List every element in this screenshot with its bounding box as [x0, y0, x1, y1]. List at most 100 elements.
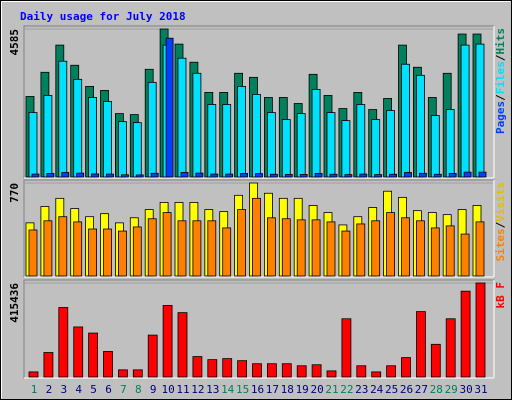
x-tick-label: 9: [150, 383, 157, 396]
bar: [326, 370, 337, 378]
legend: Pages/Files/Hits: [494, 28, 507, 134]
bar: [401, 357, 411, 378]
bar: [147, 334, 158, 378]
x-tick-label: 29: [445, 383, 458, 396]
bar: [132, 122, 142, 178]
bar: [106, 173, 114, 178]
bar: [296, 113, 306, 178]
x-tick-label: 28: [430, 383, 443, 396]
bar: [430, 115, 440, 178]
bar: [192, 356, 203, 378]
bar: [269, 173, 278, 178]
bar: [445, 109, 455, 178]
bar: [296, 219, 306, 277]
x-tick-label: 31: [474, 383, 487, 396]
bar: [386, 212, 396, 277]
bar: [404, 172, 412, 178]
bar: [118, 369, 128, 378]
bar: [445, 225, 455, 277]
bar: [46, 173, 55, 178]
x-tick-label: 6: [105, 383, 112, 396]
bar: [28, 112, 38, 178]
x-tick-label: 12: [191, 383, 204, 396]
bar: [73, 221, 83, 277]
bar: [344, 174, 353, 178]
bar: [177, 312, 188, 378]
bar: [162, 212, 172, 277]
bar: [299, 174, 308, 178]
bar: [311, 364, 322, 378]
bar: [371, 371, 382, 378]
bar: [281, 363, 292, 378]
x-tick-label: 21: [325, 383, 338, 396]
x-tick-label: 19: [296, 383, 309, 396]
bar: [222, 358, 233, 378]
x-tick-label: 7: [120, 383, 127, 396]
bar: [118, 230, 127, 277]
chart-title: Daily usage for July 2018: [20, 10, 186, 23]
bar: [475, 282, 486, 378]
x-tick-label: 25: [385, 383, 398, 396]
bar: [401, 217, 410, 277]
bar: [415, 311, 426, 378]
bar: [475, 43, 485, 178]
bar: [311, 219, 321, 277]
bar: [475, 221, 485, 277]
bar: [192, 72, 202, 178]
bar: [418, 172, 427, 178]
bar: [28, 229, 38, 277]
bar: [448, 173, 457, 178]
bar: [207, 220, 217, 277]
bar: [296, 365, 307, 378]
bar: [162, 305, 173, 378]
bar: [445, 318, 456, 378]
x-tick-label: 5: [90, 383, 97, 396]
bar: [252, 363, 262, 378]
bar: [118, 121, 127, 178]
bar: [177, 220, 187, 277]
bar: [252, 197, 261, 277]
bar: [433, 173, 442, 178]
legend: kB F: [494, 282, 507, 309]
bar: [222, 104, 232, 178]
legend-entry: Files: [494, 61, 507, 94]
bar: [195, 172, 204, 178]
bar: [192, 220, 202, 277]
bar: [341, 120, 351, 178]
bar: [415, 220, 425, 277]
bar: [88, 97, 97, 178]
x-tick-label: 30: [459, 383, 472, 396]
legend-separator: /: [494, 94, 507, 101]
y-tick-label: 415436: [8, 283, 21, 323]
bar: [463, 171, 472, 178]
bar: [58, 216, 68, 277]
bar: [430, 343, 441, 378]
legend-separator: /: [494, 221, 507, 228]
bar: [58, 60, 68, 178]
bar: [430, 227, 440, 277]
bar: [73, 78, 83, 178]
bar: [460, 233, 470, 277]
x-tick-label: 14: [221, 383, 235, 396]
bar: [147, 218, 157, 277]
bar: [389, 173, 398, 178]
x-tick-label: 27: [415, 383, 428, 396]
bar: [132, 369, 143, 378]
bar: [359, 173, 368, 178]
x-tick-label: 2: [46, 383, 53, 396]
x-tick-label: 11: [176, 383, 189, 396]
bar: [386, 365, 397, 378]
bar: [237, 209, 247, 277]
bar: [478, 171, 487, 178]
bar: [103, 228, 112, 277]
bar: [76, 172, 85, 178]
bar: [207, 104, 217, 178]
bar: [58, 307, 69, 378]
bar: [207, 359, 218, 378]
x-tick-label: 1: [31, 383, 38, 396]
bar: [415, 74, 425, 178]
bar: [356, 365, 367, 378]
bar: [132, 226, 142, 277]
bar: [266, 217, 276, 277]
bar: [43, 220, 53, 277]
